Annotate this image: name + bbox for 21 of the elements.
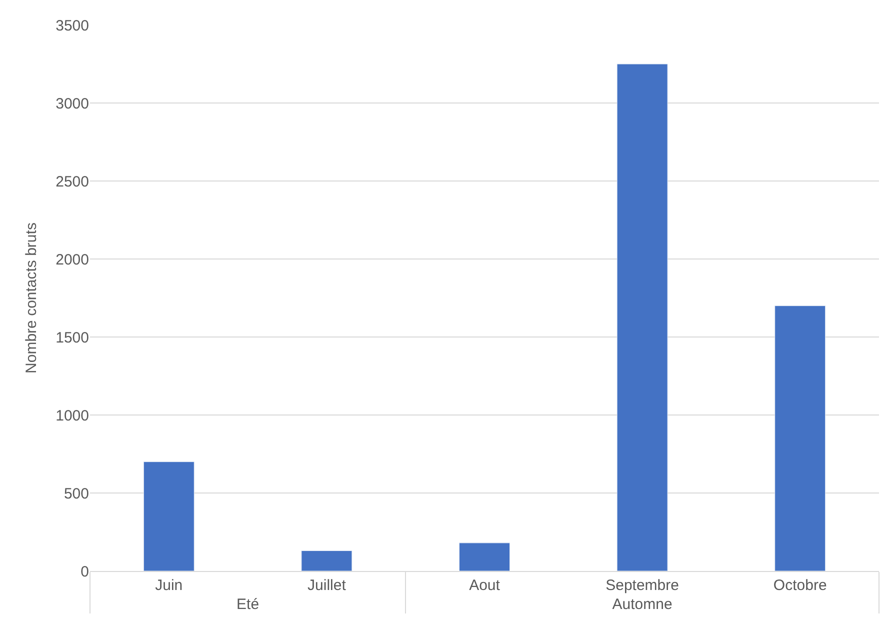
x-tick-label: Octobre <box>773 577 827 594</box>
y-tick-label: 2000 <box>56 251 89 268</box>
y-tick-label: 2500 <box>56 173 89 190</box>
bar <box>143 462 194 571</box>
y-tick-label: 500 <box>64 485 89 502</box>
x-tick-label: Juillet <box>308 577 347 594</box>
y-tick-label: 1000 <box>56 407 89 424</box>
bar <box>301 550 352 571</box>
y-tick-label: 1500 <box>56 329 89 346</box>
bar <box>459 542 510 571</box>
x-tick-label: Aout <box>469 577 501 594</box>
text: Eté <box>236 596 260 613</box>
y-tick-label: 3000 <box>56 95 89 112</box>
x-tick-label: Juin <box>155 577 183 594</box>
y-tick-label: 3500 <box>56 17 89 34</box>
y-tick-label: 0 <box>80 563 89 580</box>
bar <box>616 64 668 571</box>
y-axis-title: Nombre contacts bruts <box>22 222 40 374</box>
text: Automne <box>612 596 672 613</box>
bar <box>774 306 826 571</box>
x-tick-label: Septembre <box>606 577 679 594</box>
